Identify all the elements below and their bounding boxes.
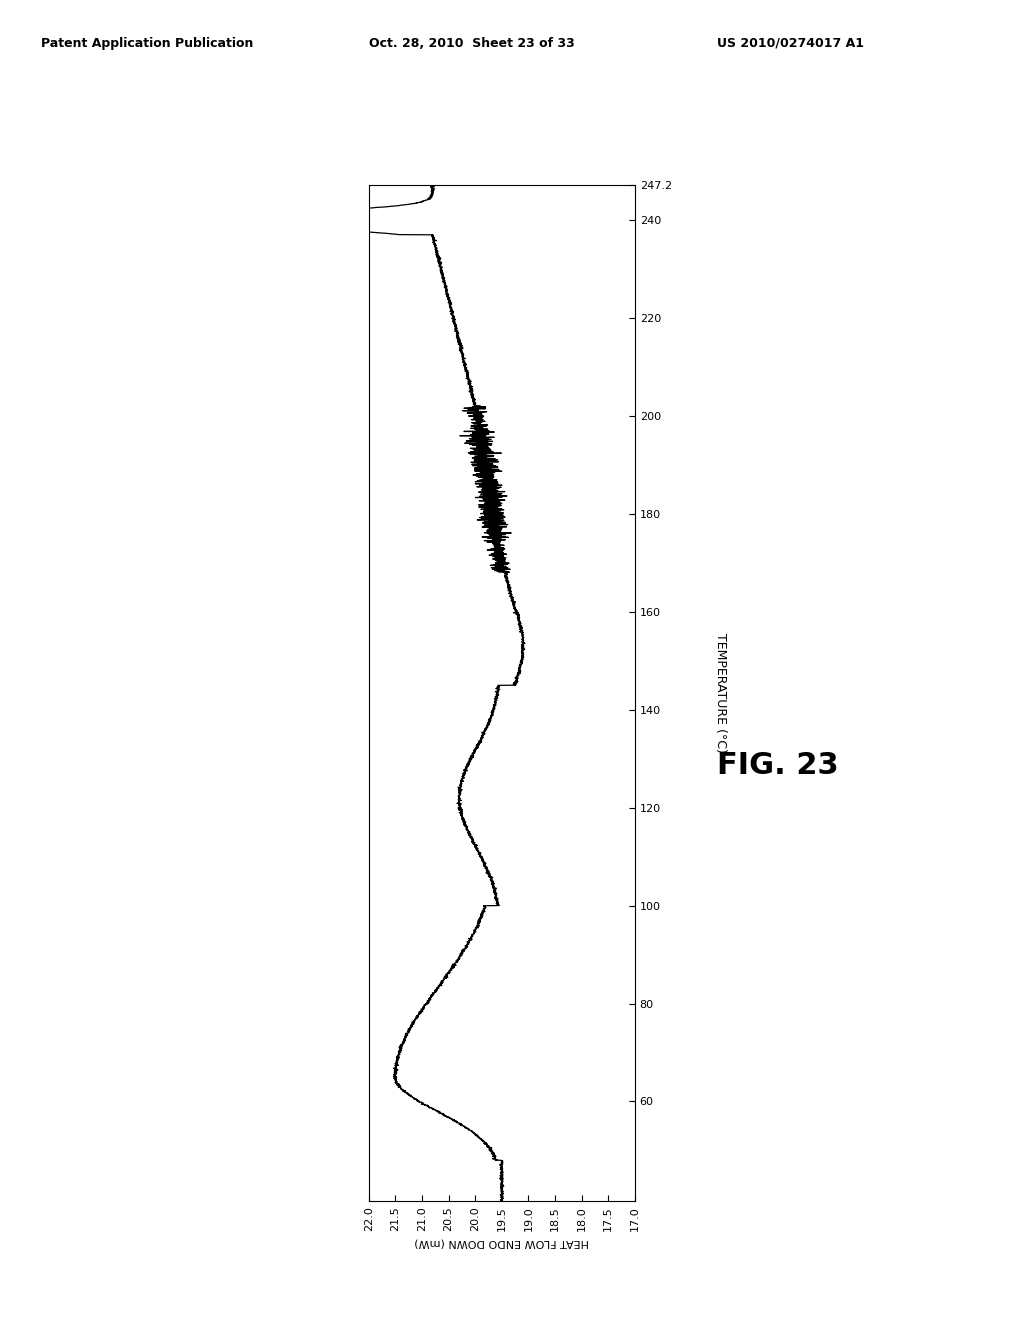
- Text: Oct. 28, 2010  Sheet 23 of 33: Oct. 28, 2010 Sheet 23 of 33: [369, 37, 574, 50]
- Text: Patent Application Publication: Patent Application Publication: [41, 37, 253, 50]
- X-axis label: HEAT FLOW ENDO DOWN (mW): HEAT FLOW ENDO DOWN (mW): [415, 1238, 589, 1247]
- Text: US 2010/0274017 A1: US 2010/0274017 A1: [717, 37, 864, 50]
- Y-axis label: TEMPERATURE (°C): TEMPERATURE (°C): [714, 634, 727, 752]
- Text: FIG. 23: FIG. 23: [717, 751, 839, 780]
